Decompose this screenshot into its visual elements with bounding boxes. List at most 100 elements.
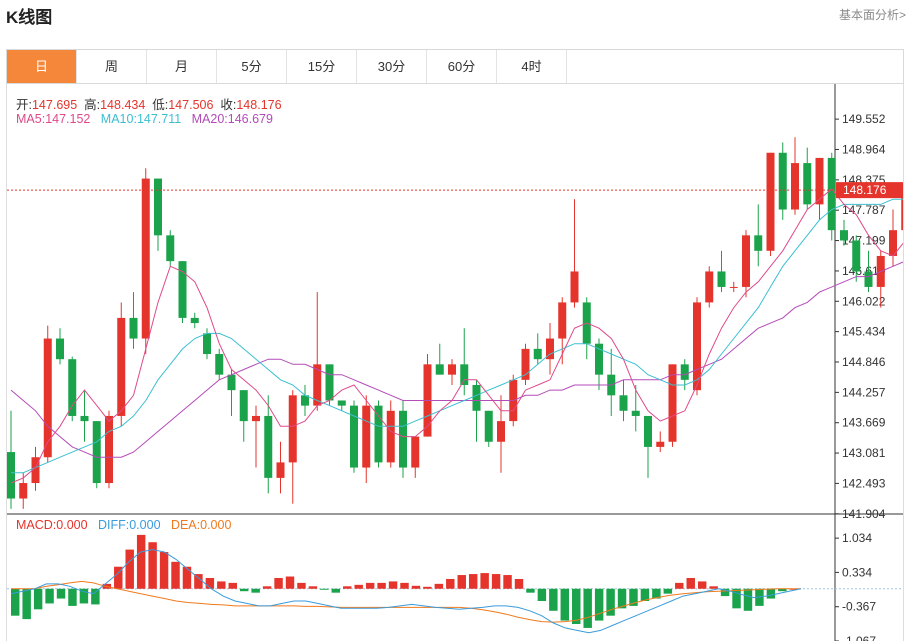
macd-bar <box>239 588 249 592</box>
candle-body <box>19 483 28 499</box>
macd-bar <box>354 584 363 589</box>
candle-body <box>754 235 763 251</box>
macd-bar <box>583 588 592 628</box>
ma-readout: MA5:147.152 MA10:147.711 MA20:146.679 <box>16 112 273 126</box>
candle-body <box>374 405 383 463</box>
candle-body <box>288 395 297 463</box>
macd-bar <box>262 586 272 589</box>
diff-line <box>10 549 802 634</box>
macd-bar <box>514 578 524 589</box>
candle-body <box>239 390 248 422</box>
ma5-label: MA5: <box>16 112 46 126</box>
candle-body <box>791 163 799 210</box>
tab-5min[interactable]: 5分 <box>217 50 287 83</box>
macd-bar <box>194 574 203 589</box>
candle-body <box>31 457 40 484</box>
candle-body <box>472 384 481 411</box>
macd-bar <box>652 588 661 599</box>
macd-bar <box>343 586 352 589</box>
diff-label: DIFF: <box>97 518 130 532</box>
candle-body <box>803 163 812 205</box>
macd-bar <box>33 588 43 610</box>
tab-day[interactable]: 日 <box>7 50 77 83</box>
candle-body <box>227 374 236 391</box>
macd-bar <box>136 534 146 589</box>
candle-body <box>166 235 175 262</box>
kline-chart[interactable]: 149.552 148.964 148.375 147.787 147.199 146.6… <box>6 84 904 641</box>
macd-bar <box>675 582 684 589</box>
candle-body <box>154 178 162 236</box>
macd-tick-label: 0.334 <box>842 565 872 579</box>
ma10-label: MA10: <box>100 112 137 126</box>
macd-bar <box>297 582 306 589</box>
candle-body <box>43 338 52 458</box>
candle-body <box>497 421 505 442</box>
candle-body <box>301 395 309 406</box>
candle-body <box>717 271 726 287</box>
candle-body <box>190 317 199 324</box>
macd-tick-label: -1.067 <box>842 634 876 641</box>
macd-bar <box>720 588 730 597</box>
tab-15min[interactable]: 15分 <box>287 50 357 83</box>
macd-label: MACD: <box>16 518 57 532</box>
macd-bar <box>331 588 341 593</box>
tab-week[interactable]: 周 <box>77 50 147 83</box>
macd-tick-label: -0.367 <box>842 600 876 614</box>
tab-month[interactable]: 月 <box>147 50 217 83</box>
macd-bar <box>457 575 466 589</box>
candle-body <box>460 364 469 385</box>
macd-bar <box>388 581 398 589</box>
candle-body <box>264 415 273 478</box>
ma20-line <box>10 261 903 458</box>
candle-body <box>521 348 530 380</box>
ma10-value: 147.711 <box>136 112 182 126</box>
dea-label: DEA: <box>170 518 201 532</box>
price-tick-label: 144.846 <box>842 355 886 369</box>
candle-body <box>644 415 652 447</box>
macd-bar <box>45 588 54 604</box>
macd-bar <box>68 588 77 606</box>
price-tick-label: 141.904 <box>842 507 886 521</box>
macd-bar <box>11 588 20 616</box>
tab-4hour[interactable]: 4时 <box>497 50 567 83</box>
macd-bar <box>743 588 753 611</box>
candle-body <box>399 410 407 468</box>
candle-body <box>619 395 628 411</box>
macd-bar <box>125 549 134 589</box>
macd-bar <box>79 588 89 604</box>
macd-bar <box>468 574 478 589</box>
candle-body <box>448 364 456 375</box>
tab-30min[interactable]: 30分 <box>357 50 427 83</box>
candle-body <box>705 271 714 303</box>
ohlc-readout: 开:147.695 高:148.434 低:147.506 收:148.176 <box>16 94 282 113</box>
macd-bar <box>766 588 776 599</box>
low-label: 低: <box>152 98 169 112</box>
macd-readout: MACD:0.000 DIFF:0.000 DEA:0.000 <box>16 518 231 532</box>
macd-bar <box>171 561 180 589</box>
macd-bar <box>114 566 123 589</box>
candle-body <box>411 436 420 468</box>
macd-bar <box>22 588 31 620</box>
fundamental-analysis-link[interactable]: 基本面分析> <box>838 8 906 22</box>
last-price-label: 148.176 <box>843 183 887 197</box>
macd-bar <box>205 577 215 589</box>
candle-body <box>68 359 77 416</box>
candle-body <box>386 410 395 463</box>
tab-60min[interactable]: 60分 <box>427 50 497 83</box>
period-tabs: 日 周 月 5分 15分 30分 60分 4时 <box>6 49 904 84</box>
macd-bar <box>446 578 455 589</box>
open-label: 开: <box>16 98 32 112</box>
ma20-label: MA20: <box>191 112 228 126</box>
macd-bar <box>503 575 512 589</box>
high-label: 高: <box>84 98 101 112</box>
close-value: 148.176 <box>236 98 282 112</box>
candle-body <box>129 317 138 339</box>
macd-bar <box>182 566 192 589</box>
candle-body <box>570 271 579 303</box>
macd-bar <box>617 588 627 609</box>
macd-bar <box>491 574 501 589</box>
candle-body <box>362 405 371 468</box>
candle-body <box>693 302 701 391</box>
macd-bar <box>697 581 707 589</box>
candle-body <box>141 178 150 339</box>
